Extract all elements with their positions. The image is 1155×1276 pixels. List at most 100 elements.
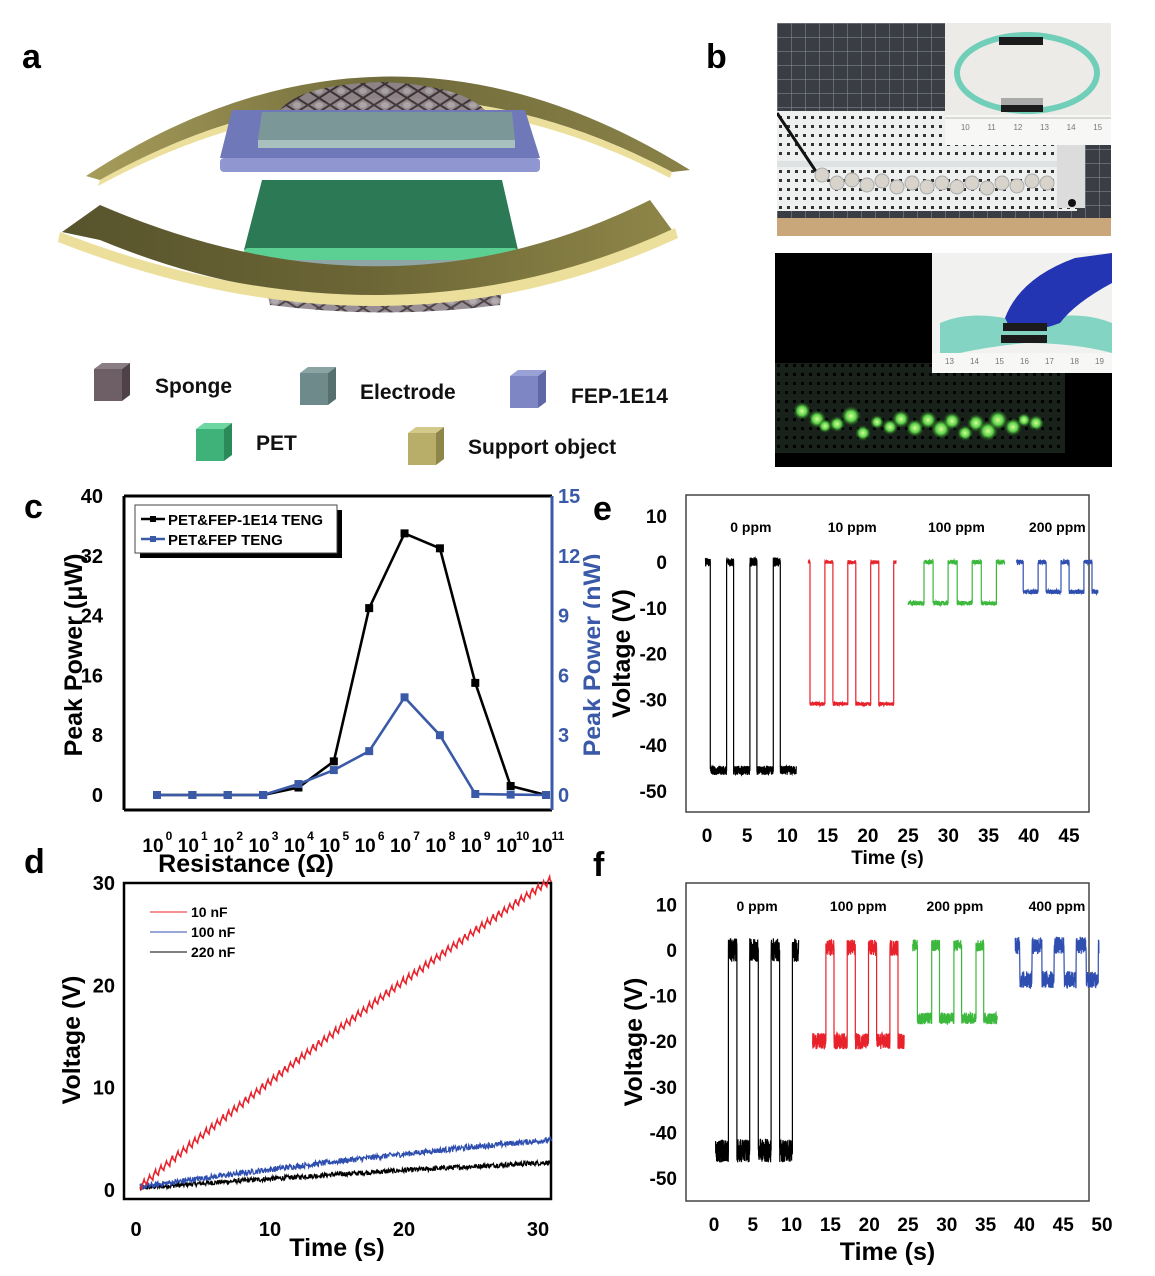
x-tick-base: 10	[178, 836, 199, 857]
series-line-0	[139, 873, 553, 1191]
y-tick-label: 20	[93, 975, 115, 997]
x-tick-label: 45	[1053, 1215, 1075, 1236]
ruler-tick: 14	[1066, 123, 1076, 132]
data-point-1	[294, 780, 303, 789]
chart-f-voltage-ppm: 10 0 -10 -20 -30 -40 -50 0 5 10 15 20 25 30 35 40 45 50 Ti…	[620, 882, 1113, 1266]
data-point-1	[259, 791, 268, 799]
series-line-1	[812, 938, 905, 1050]
data-point-1	[400, 693, 409, 702]
data-point-1	[153, 791, 161, 799]
support-swatch-icon	[404, 427, 444, 467]
ruler-tick: 18	[1070, 357, 1079, 366]
series-line-1	[139, 1135, 553, 1190]
ruler-tick: 13	[945, 357, 954, 366]
x-tick-base: 10	[425, 836, 446, 857]
series-label: 200 ppm	[927, 898, 984, 914]
x-tick-label: 35	[978, 826, 1000, 847]
series-line-1	[157, 695, 547, 797]
x-tick-label: 20	[857, 826, 878, 847]
panel-letter-b: b	[706, 38, 727, 76]
series-label: 400 ppm	[1029, 898, 1086, 914]
pet-layer	[244, 180, 518, 260]
x-tick-label: 35	[975, 1215, 997, 1236]
fep-swatch-icon	[506, 370, 546, 410]
legend-marker	[150, 516, 156, 522]
legend-label-support: Support object	[468, 436, 617, 459]
x-tick-label: 25	[898, 826, 920, 847]
panel-letter-a: a	[22, 38, 41, 76]
x-tick-base: 10	[284, 836, 305, 857]
y-tick-label-right: 15	[558, 486, 580, 508]
y-axis-label-left: Peak Power (μW)	[60, 554, 88, 757]
y-axis-label: Voltage (V)	[58, 976, 86, 1105]
series-label: 100 ppm	[928, 519, 985, 535]
x-tick-label: 15	[817, 826, 839, 847]
x-tick-exponent: 5	[342, 829, 349, 843]
data-point-1	[471, 790, 480, 799]
y-tick-label-left: 16	[81, 665, 103, 687]
data-point-1	[329, 766, 338, 775]
series-label: 0 ppm	[730, 519, 771, 535]
x-tick-label: 10 7	[390, 829, 420, 857]
legend-label: 10 nF	[191, 904, 228, 920]
ruler-labels-top: 10 11 12 13 14 15	[952, 123, 1111, 132]
ruler-tick: 16	[1020, 357, 1029, 366]
x-tick-label: 45	[1058, 826, 1080, 847]
support-arc-bottom	[58, 200, 678, 307]
y-tick-label-right: 9	[558, 606, 569, 628]
y-tick-label: -20	[650, 1032, 677, 1053]
x-tick-label: 50	[1091, 1215, 1112, 1236]
series-line-0	[715, 938, 800, 1163]
series-line-0	[157, 531, 547, 797]
y-tick-label-right: 0	[558, 785, 569, 807]
legend: PET&FEP-1E14 TENG PET&FEP TENG	[134, 504, 342, 558]
x-tick-label: 20	[393, 1219, 415, 1241]
y-axis-label: Voltage (V)	[608, 589, 636, 718]
panel-letter-e: e	[593, 490, 612, 528]
data-point-0	[400, 529, 409, 538]
y-tick-label: 0	[666, 941, 677, 962]
ruler-tick: 15	[995, 357, 1004, 366]
x-tick-label: 10 5	[319, 829, 349, 857]
photo-leds-off-illustration	[777, 23, 1111, 236]
x-tick-label: 10 6	[355, 829, 385, 857]
series-label: 0 ppm	[736, 898, 777, 914]
y-tick-label-left: 32	[81, 546, 103, 568]
x-tick-base: 10	[531, 836, 552, 857]
x-tick-base: 10	[461, 836, 482, 857]
legend-label-pet: PET	[256, 432, 297, 455]
x-tick-label: 40	[1014, 1215, 1035, 1236]
y-tick-label: 30	[93, 873, 115, 895]
x-axis-label: Time (s)	[851, 848, 924, 869]
electrode-swatch-icon	[296, 367, 336, 407]
x-tick-label: 10 3	[249, 829, 279, 857]
x-tick-label: 30	[527, 1219, 549, 1241]
plot-frame	[122, 881, 553, 1201]
plot-frame	[685, 494, 1090, 813]
x-tick-label: 5	[742, 826, 753, 847]
y-tick-label-right: 12	[558, 546, 580, 568]
y-tick-label-right: 3	[558, 725, 569, 747]
panel-letter-d: d	[24, 843, 45, 881]
series-line-3	[1016, 558, 1099, 597]
ruler-tick: 10	[960, 123, 970, 132]
legend-label: PET&FEP TENG	[168, 532, 283, 549]
x-tick-base: 10	[496, 836, 517, 857]
x-tick-exponent: 7	[413, 829, 420, 843]
x-tick-exponent: 2	[236, 829, 243, 843]
data-point-0	[329, 757, 338, 766]
legend-marker	[150, 536, 156, 542]
x-tick-exponent: 6	[378, 829, 385, 843]
x-tick-base: 10	[390, 836, 411, 857]
x-tick-exponent: 1	[201, 829, 208, 843]
y-tick-label: -40	[650, 1123, 677, 1144]
x-tick-exponent: 11	[552, 829, 565, 843]
x-tick-base: 10	[249, 836, 270, 857]
series-line-0	[704, 556, 797, 777]
series-line-1	[807, 558, 897, 708]
y-tick-label: -40	[640, 736, 667, 757]
electrode-bottom	[257, 260, 507, 270]
y-tick-label-left: 24	[81, 606, 104, 628]
